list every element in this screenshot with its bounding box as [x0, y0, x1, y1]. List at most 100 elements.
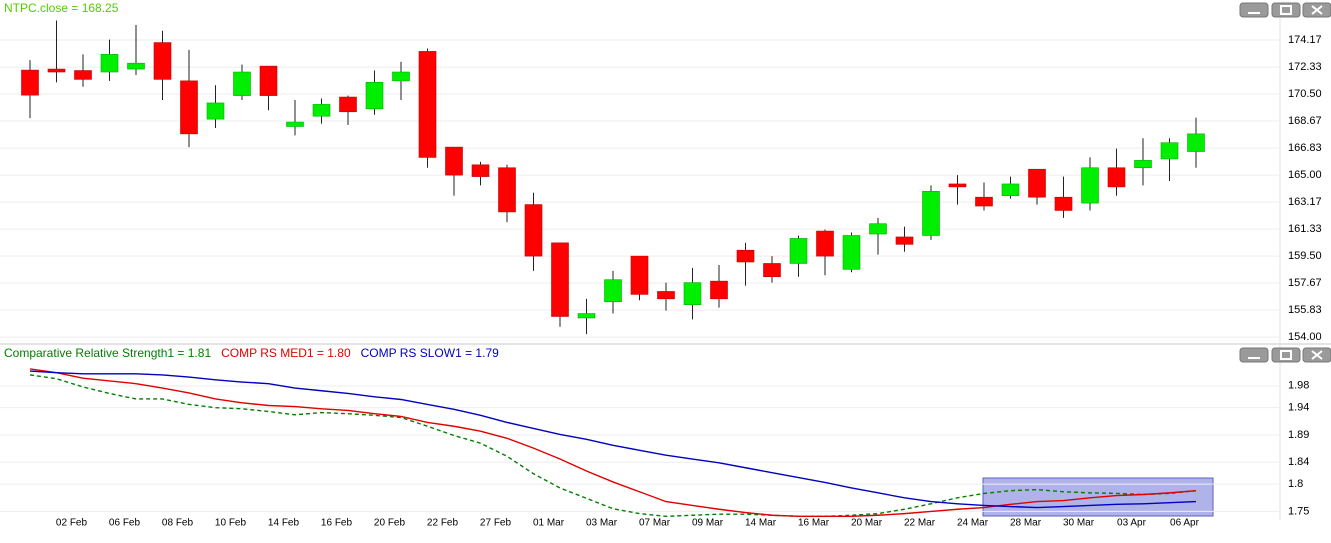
candle-body	[1001, 183, 1020, 197]
x-tick-label: 08 Feb	[162, 518, 194, 529]
y-tick-label: 157.67	[1288, 277, 1322, 289]
y-tick-label: 1.8	[1288, 478, 1303, 490]
y-tick-label: 155.83	[1288, 304, 1322, 316]
restore-button[interactable]	[1271, 347, 1301, 363]
y-tick-label: 174.17	[1288, 34, 1322, 46]
candle-body	[286, 121, 304, 127]
legend-entry: COMP RS MED1 = 1.80	[221, 346, 351, 360]
y-tick-label: 170.50	[1288, 88, 1322, 100]
candle-body	[1160, 142, 1179, 160]
candle-body	[1054, 196, 1073, 211]
x-tick-label: 01 Mar	[533, 518, 565, 529]
candle-body	[630, 255, 649, 295]
y-tick-label: 154.00	[1288, 331, 1322, 343]
x-tick-label: 28 Mar	[1010, 518, 1042, 529]
candle-body	[895, 236, 914, 245]
x-tick-label: 16 Mar	[798, 518, 830, 529]
candle-body	[577, 313, 596, 319]
candle-body	[551, 242, 569, 317]
candle-body	[21, 69, 39, 96]
candle-body	[471, 164, 490, 177]
chart-title: NTPC.close = 168.25	[4, 1, 119, 15]
candle-body	[710, 280, 728, 300]
candle-body	[100, 54, 119, 73]
candle-body	[657, 291, 675, 300]
icon	[1311, 5, 1323, 15]
minimize-button[interactable]	[1239, 2, 1269, 18]
y-tick-label: 166.83	[1288, 142, 1322, 154]
candle-body	[445, 146, 463, 176]
candle-body	[1134, 160, 1152, 169]
candle-body	[816, 230, 834, 257]
icon	[1280, 350, 1292, 360]
y-tick-label: 168.67	[1288, 115, 1322, 127]
x-tick-label: 22 Mar	[904, 518, 936, 529]
y-tick-label: 1.75	[1288, 505, 1309, 517]
candle-body	[259, 65, 278, 96]
candle-body	[312, 104, 331, 117]
candle-body	[736, 249, 755, 263]
y-tick-label: 163.17	[1288, 196, 1322, 208]
series-line	[29, 374, 1197, 518]
candle-body	[498, 167, 516, 213]
candle-body	[206, 102, 225, 120]
legend-entry: COMP RS SLOW1 = 1.79	[361, 346, 499, 360]
y-tick-label: 165.00	[1288, 169, 1322, 181]
candle-body	[975, 196, 993, 207]
candle-body	[233, 71, 251, 96]
x-tick-label: 22 Feb	[427, 518, 459, 529]
candle-body	[47, 68, 66, 73]
icon	[1311, 350, 1323, 360]
y-tick-label: 1.94	[1288, 402, 1309, 414]
candle-body	[1081, 167, 1099, 204]
candle-body	[683, 282, 702, 306]
candle-body	[339, 96, 357, 113]
candle-body	[74, 70, 92, 80]
icon	[1280, 5, 1292, 15]
x-tick-label: 20 Mar	[851, 518, 883, 529]
y-tick-label: 172.33	[1288, 61, 1322, 73]
minimize-button[interactable]	[1239, 347, 1269, 363]
candle-body	[392, 71, 410, 82]
x-tick-label: 03 Mar	[586, 518, 618, 529]
candle-body	[127, 62, 145, 70]
candle-body	[1187, 133, 1205, 152]
x-tick-label: 06 Feb	[109, 518, 141, 529]
candle-body	[365, 82, 384, 110]
series-line	[29, 370, 1197, 509]
x-tick-label: 10 Feb	[215, 518, 247, 529]
legend-entry: Comparative Relative Strength1 = 1.81	[4, 346, 211, 360]
candle-body	[763, 263, 781, 278]
restore-button[interactable]	[1271, 2, 1301, 18]
y-tick-label: 161.33	[1288, 223, 1322, 235]
x-tick-label: 16 Feb	[321, 518, 353, 529]
x-tick-label: 06 Apr	[1170, 518, 1200, 529]
y-tick-label: 159.50	[1288, 250, 1322, 262]
candle-body	[869, 223, 887, 235]
candle-body	[604, 279, 622, 303]
y-tick-label: 1.98	[1288, 380, 1309, 392]
x-tick-label: 27 Feb	[480, 518, 512, 529]
candle-body	[524, 204, 543, 257]
x-tick-label: 07 Mar	[639, 518, 671, 529]
x-tick-label: 03 Apr	[1117, 518, 1147, 529]
candle-body	[1107, 167, 1126, 188]
candle-body	[842, 235, 861, 270]
candle-body	[418, 51, 437, 158]
x-tick-label: 20 Feb	[374, 518, 406, 529]
x-tick-label: 24 Mar	[957, 518, 989, 529]
candle-body	[180, 80, 198, 135]
candle-body	[948, 183, 967, 188]
x-tick-label: 02 Feb	[56, 518, 88, 529]
candle-body	[153, 42, 172, 80]
x-tick-label: 09 Mar	[692, 518, 724, 529]
candle-body	[922, 191, 940, 236]
candle-body	[1028, 168, 1046, 198]
y-tick-label: 1.89	[1288, 429, 1309, 441]
window-buttons	[1239, 2, 1331, 363]
x-tick-label: 14 Feb	[268, 518, 300, 529]
x-tick-label: 14 Mar	[745, 518, 777, 529]
